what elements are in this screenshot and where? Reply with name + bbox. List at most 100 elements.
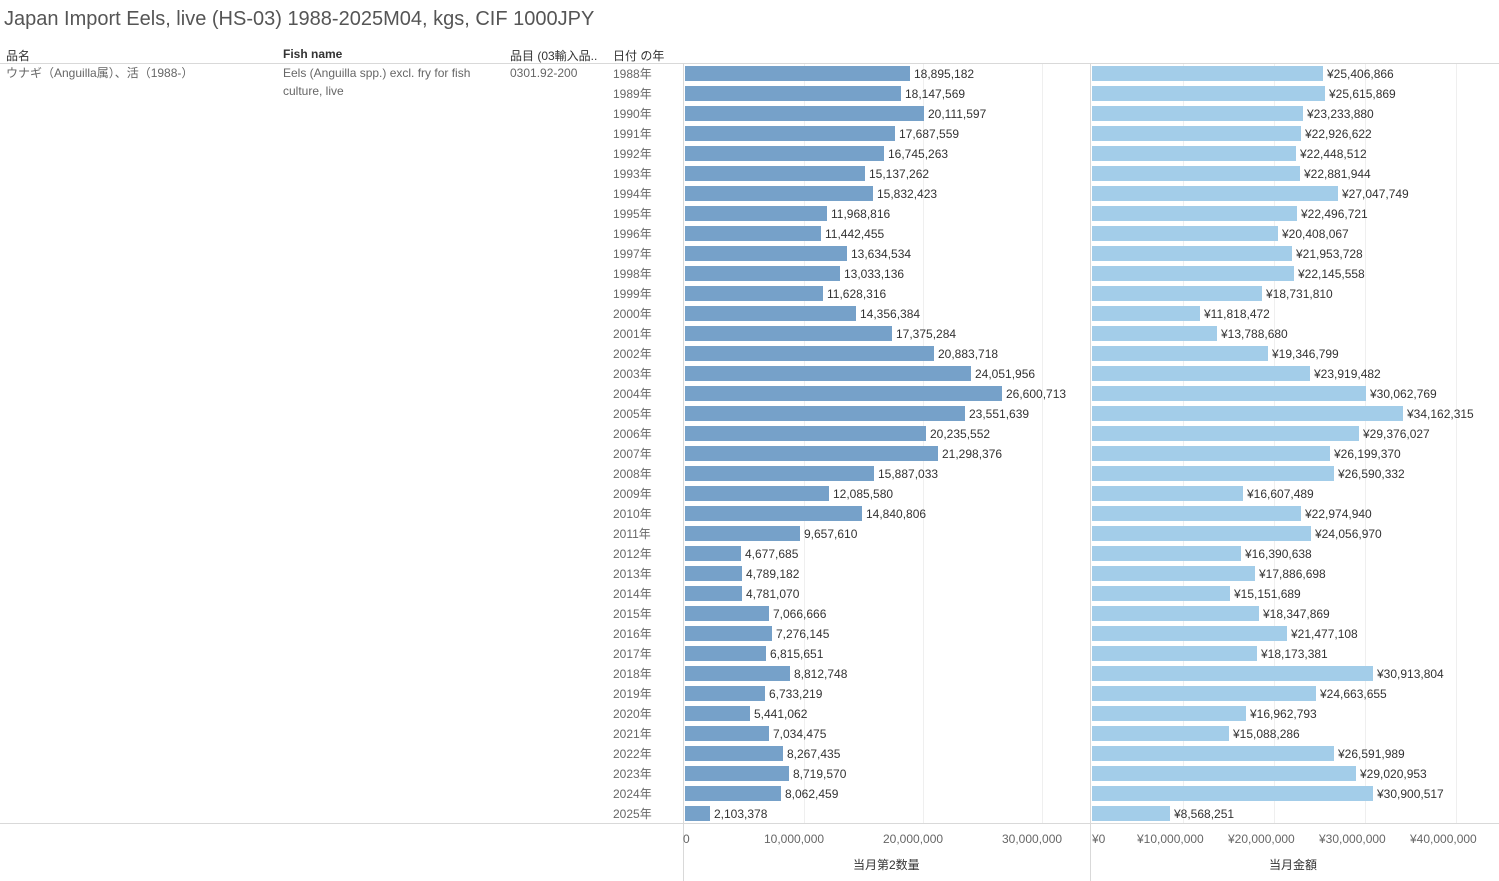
data-label: 16,745,263 <box>888 147 949 161</box>
bar[interactable] <box>1092 706 1246 721</box>
bar[interactable] <box>685 586 742 601</box>
bar[interactable] <box>685 346 934 361</box>
bar[interactable] <box>1092 726 1229 741</box>
bar[interactable] <box>685 526 800 541</box>
bar[interactable] <box>685 326 892 341</box>
bar[interactable] <box>685 226 821 241</box>
bar[interactable] <box>685 626 772 641</box>
bar[interactable] <box>685 506 862 521</box>
year-label: 2002年 <box>613 347 652 361</box>
bar[interactable] <box>685 66 910 81</box>
bar[interactable] <box>1092 506 1301 521</box>
bar[interactable] <box>1092 566 1255 581</box>
year-label: 1993年 <box>613 167 652 181</box>
bar[interactable] <box>685 246 847 261</box>
bar[interactable] <box>685 746 783 761</box>
data-label: ¥21,477,108 <box>1291 627 1358 641</box>
bar[interactable] <box>685 486 829 501</box>
bar[interactable] <box>685 366 971 381</box>
gridline <box>1365 64 1366 823</box>
data-label: 15,832,423 <box>877 187 938 201</box>
bar[interactable] <box>685 166 865 181</box>
year-label: 2011年 <box>613 527 651 541</box>
bar[interactable] <box>1092 626 1287 641</box>
bar[interactable] <box>1092 246 1292 261</box>
bar[interactable] <box>1092 746 1334 761</box>
bar[interactable] <box>1092 366 1310 381</box>
bar[interactable] <box>685 146 884 161</box>
bar[interactable] <box>1092 466 1334 481</box>
bar[interactable] <box>1092 346 1268 361</box>
data-label: 4,677,685 <box>745 547 799 561</box>
bar[interactable] <box>685 406 965 421</box>
bar[interactable] <box>685 606 769 621</box>
bar[interactable] <box>1092 146 1296 161</box>
header-item-code[interactable]: 品目 (03輸入品.. <box>510 49 598 63</box>
bar[interactable] <box>1092 446 1330 461</box>
year-label: 2022年 <box>613 747 652 761</box>
bar[interactable] <box>1092 266 1294 281</box>
bar[interactable] <box>685 686 765 701</box>
bar[interactable] <box>685 786 781 801</box>
bar[interactable] <box>1092 406 1403 421</box>
bar[interactable] <box>685 706 750 721</box>
tick-label: 30,000,000 <box>1002 832 1063 846</box>
bar[interactable] <box>1092 106 1303 121</box>
bar[interactable] <box>685 186 873 201</box>
bar[interactable] <box>1092 226 1278 241</box>
bar[interactable] <box>1092 686 1316 701</box>
bar[interactable] <box>1092 386 1366 401</box>
bar[interactable] <box>685 266 840 281</box>
bar[interactable] <box>1092 86 1325 101</box>
bar[interactable] <box>1092 286 1262 301</box>
bar[interactable] <box>1092 546 1241 561</box>
header-year[interactable]: 日付 の年 <box>613 49 665 63</box>
bar[interactable] <box>1092 486 1243 501</box>
bar[interactable] <box>1092 206 1297 221</box>
bar[interactable] <box>1092 606 1259 621</box>
bar[interactable] <box>1092 326 1217 341</box>
header-hinmei[interactable]: 品名 <box>6 49 31 63</box>
bar[interactable] <box>685 426 926 441</box>
bar[interactable] <box>1092 786 1373 801</box>
bar[interactable] <box>1092 126 1301 141</box>
bar[interactable] <box>685 466 874 481</box>
bar[interactable] <box>685 106 924 121</box>
bar[interactable] <box>685 446 938 461</box>
year-label: 2024年 <box>613 787 652 801</box>
bar[interactable] <box>1092 646 1257 661</box>
bar[interactable] <box>1092 306 1200 321</box>
bar[interactable] <box>685 646 766 661</box>
year-label: 1998年 <box>613 267 652 281</box>
bar[interactable] <box>685 766 789 781</box>
bar[interactable] <box>685 286 823 301</box>
bar[interactable] <box>685 86 901 101</box>
bar[interactable] <box>685 726 769 741</box>
bar[interactable] <box>1092 526 1311 541</box>
year-label: 2000年 <box>613 307 652 321</box>
bar[interactable] <box>1092 66 1323 81</box>
bar[interactable] <box>1092 186 1338 201</box>
bar[interactable] <box>685 306 856 321</box>
bar[interactable] <box>1092 766 1356 781</box>
data-label: ¥17,886,698 <box>1259 567 1326 581</box>
bar[interactable] <box>685 546 741 561</box>
bar[interactable] <box>685 206 827 221</box>
data-label: 11,628,316 <box>827 287 887 301</box>
year-label: 2025年 <box>613 807 652 821</box>
bar[interactable] <box>1092 166 1300 181</box>
bar[interactable] <box>685 566 742 581</box>
year-label: 2014年 <box>613 587 652 601</box>
bar[interactable] <box>685 386 1002 401</box>
bar[interactable] <box>1092 426 1359 441</box>
gridline <box>1042 64 1043 823</box>
data-label: 24,051,956 <box>975 367 1036 381</box>
data-label: 9,657,610 <box>804 527 858 541</box>
bar[interactable] <box>1092 586 1230 601</box>
bar[interactable] <box>685 806 710 821</box>
bar[interactable] <box>1092 806 1170 821</box>
header-fish-name[interactable]: Fish name <box>283 47 343 61</box>
bar[interactable] <box>1092 666 1373 681</box>
bar[interactable] <box>685 666 790 681</box>
bar[interactable] <box>685 126 895 141</box>
